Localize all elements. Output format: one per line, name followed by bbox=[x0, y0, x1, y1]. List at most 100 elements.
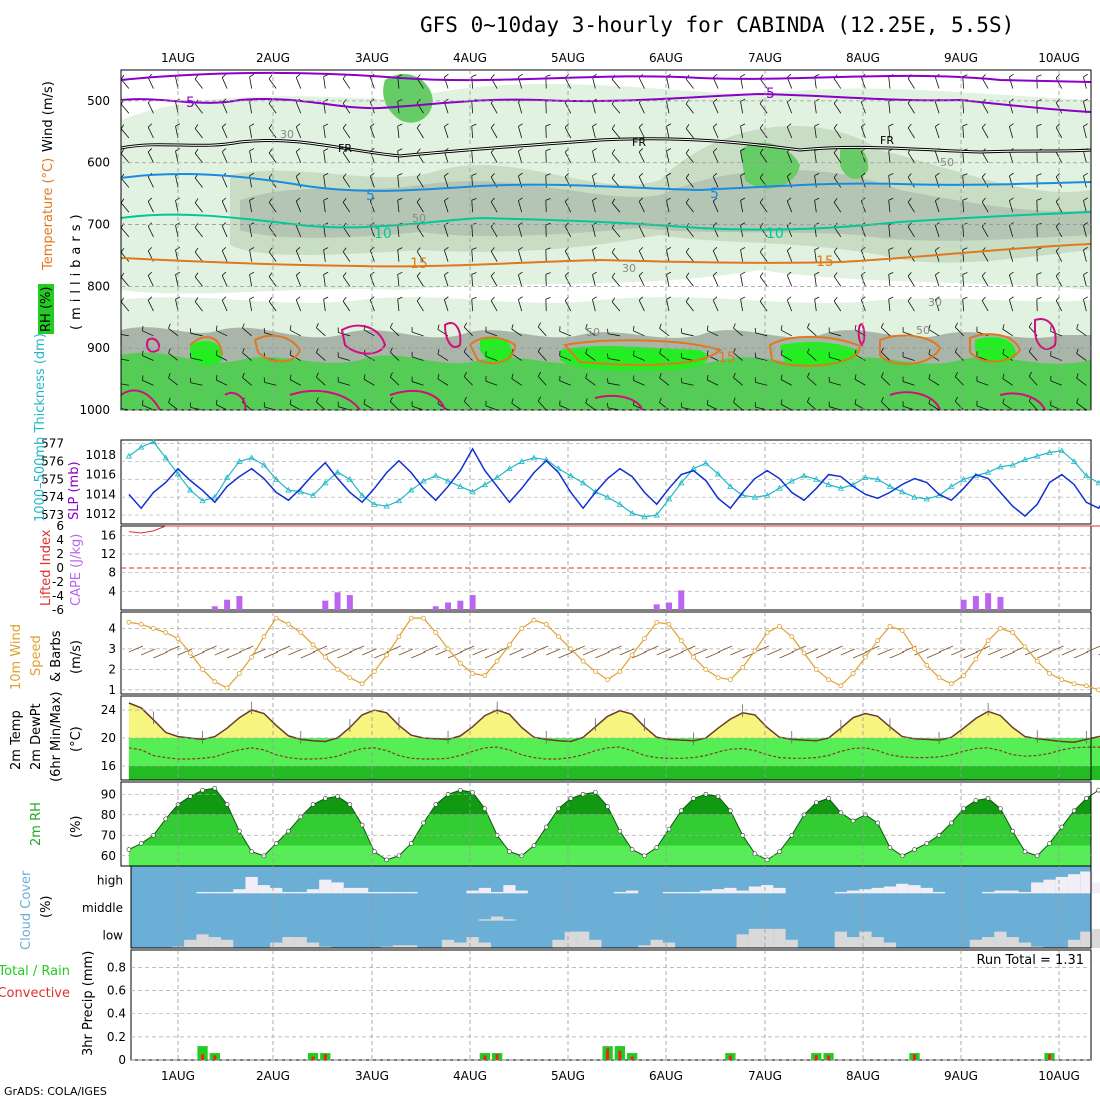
wind-barb-flag bbox=[194, 223, 199, 228]
pressure-tick-label: 600 bbox=[87, 156, 110, 170]
rh2m-point bbox=[924, 841, 930, 846]
wind-barb-flag bbox=[981, 271, 986, 277]
wind-barb-flag bbox=[759, 124, 764, 129]
wind-barb bbox=[740, 274, 744, 287]
wind-barb-flag bbox=[249, 247, 255, 251]
wind10m-barb bbox=[632, 651, 647, 659]
cloud-bar-high bbox=[1018, 891, 1032, 894]
rh2m-point bbox=[556, 806, 561, 811]
wind-barb bbox=[221, 275, 228, 287]
wind-barb-flag bbox=[814, 296, 820, 300]
wind-barb-flag bbox=[1036, 272, 1042, 275]
wind-barb bbox=[518, 101, 523, 114]
wind-barb bbox=[1028, 376, 1038, 386]
wind-barb-flag bbox=[189, 377, 192, 383]
rh2m-point bbox=[286, 828, 291, 834]
wind-barb bbox=[463, 376, 473, 386]
wind-barb bbox=[888, 150, 891, 163]
wind-barb-flag bbox=[712, 197, 718, 202]
cloud-bar-low bbox=[785, 939, 798, 948]
rh-band-mid bbox=[128, 814, 1091, 846]
wind-barb bbox=[323, 126, 326, 139]
rh-color-key bbox=[38, 284, 54, 334]
wind-barb bbox=[443, 274, 449, 287]
wind-barb bbox=[411, 381, 424, 386]
wind-barb-flag bbox=[490, 123, 495, 128]
wind-barb bbox=[666, 249, 670, 262]
wind-barb bbox=[681, 382, 694, 386]
cloud-level-label: low bbox=[103, 928, 124, 942]
wind-barb bbox=[1028, 400, 1038, 410]
contour-label-temp-5b: 5 bbox=[710, 186, 719, 202]
wind-barb-flag bbox=[685, 297, 690, 302]
wind-barb bbox=[860, 126, 866, 139]
wind-barb-flag bbox=[585, 348, 588, 354]
wind-barb-flag bbox=[289, 374, 292, 380]
wind-barb-flag bbox=[537, 396, 542, 402]
wind-barb-flag bbox=[249, 296, 255, 300]
wind-barb bbox=[249, 274, 253, 287]
wind10m-point bbox=[691, 654, 696, 660]
wind-barb-flag bbox=[215, 325, 218, 331]
wind-barb-flag bbox=[592, 172, 597, 177]
precip-conv-bar bbox=[213, 1055, 217, 1060]
wind-barb-flag bbox=[638, 247, 644, 252]
wind-barb bbox=[175, 299, 179, 312]
wind10m-point bbox=[948, 681, 954, 687]
li-line bbox=[128, 525, 1100, 534]
wind-barb-flag bbox=[545, 74, 551, 77]
wind-tick: 2 bbox=[108, 662, 116, 676]
wind-barb-flag bbox=[888, 197, 894, 201]
cloud-bar-high bbox=[871, 887, 884, 894]
wind-barb bbox=[934, 225, 940, 238]
rh2m-point bbox=[335, 794, 340, 799]
cloud-bar-high bbox=[736, 890, 749, 894]
thickness-point bbox=[874, 475, 881, 482]
cloud-bar-low bbox=[883, 942, 897, 948]
wind-barb bbox=[121, 383, 129, 386]
wind-barb bbox=[712, 126, 719, 139]
wind-barb-flag bbox=[194, 124, 199, 129]
wind-barb-flag bbox=[316, 323, 319, 328]
wind-barb-flag bbox=[907, 247, 912, 252]
thickness-point bbox=[616, 501, 624, 507]
wind-barb bbox=[194, 177, 203, 188]
thickness-point bbox=[813, 475, 820, 482]
wind-barb-flag bbox=[147, 271, 153, 276]
day-label-bottom: 1AUG bbox=[161, 1069, 195, 1083]
cape-bar bbox=[432, 606, 439, 610]
wind-barb-flag bbox=[289, 399, 292, 405]
temp-contour-10 bbox=[121, 211, 1091, 231]
rh2m-point bbox=[482, 806, 488, 811]
wind-barb-flag bbox=[888, 123, 894, 127]
wind-barb-flag bbox=[1028, 371, 1033, 377]
wind-barb-flag bbox=[606, 402, 609, 408]
rh2m-point bbox=[433, 802, 439, 807]
wind-barb bbox=[814, 299, 817, 312]
thickness-point bbox=[211, 493, 219, 500]
cloud-bar-high bbox=[1092, 882, 1100, 894]
wind-barb-flag bbox=[962, 173, 968, 176]
cloud-bar-low bbox=[478, 942, 492, 948]
wind-barb-flag bbox=[289, 325, 292, 331]
wind-barb bbox=[981, 251, 989, 262]
wind-barb-flag bbox=[564, 172, 569, 178]
precip-conv-bar bbox=[630, 1056, 634, 1060]
wind-barb-flag bbox=[585, 323, 588, 329]
wind10m-barb bbox=[582, 648, 598, 656]
cloud-bar-low bbox=[994, 931, 1007, 948]
rh2m-point bbox=[200, 787, 205, 793]
wind-barb bbox=[786, 101, 793, 114]
wind10m-barb bbox=[533, 645, 549, 653]
cloud-bar-high bbox=[503, 885, 516, 894]
wind-barb-flag bbox=[1083, 222, 1088, 226]
wind-barb bbox=[585, 377, 596, 386]
pressure-ticks: 500 600 700 800 900 1000 bbox=[79, 94, 110, 417]
ylabel-slp: SLP (mb) bbox=[67, 461, 82, 520]
wind-barb-flag bbox=[518, 73, 523, 78]
wind-barb bbox=[907, 127, 915, 139]
cape-bar bbox=[334, 592, 341, 610]
wind10m-barb bbox=[607, 645, 622, 653]
wind-barb-flag bbox=[907, 123, 912, 129]
lower-axis-labels: 1000–500mb Thickness (dm) SLP (mb) Lifte… bbox=[0, 333, 1084, 1056]
